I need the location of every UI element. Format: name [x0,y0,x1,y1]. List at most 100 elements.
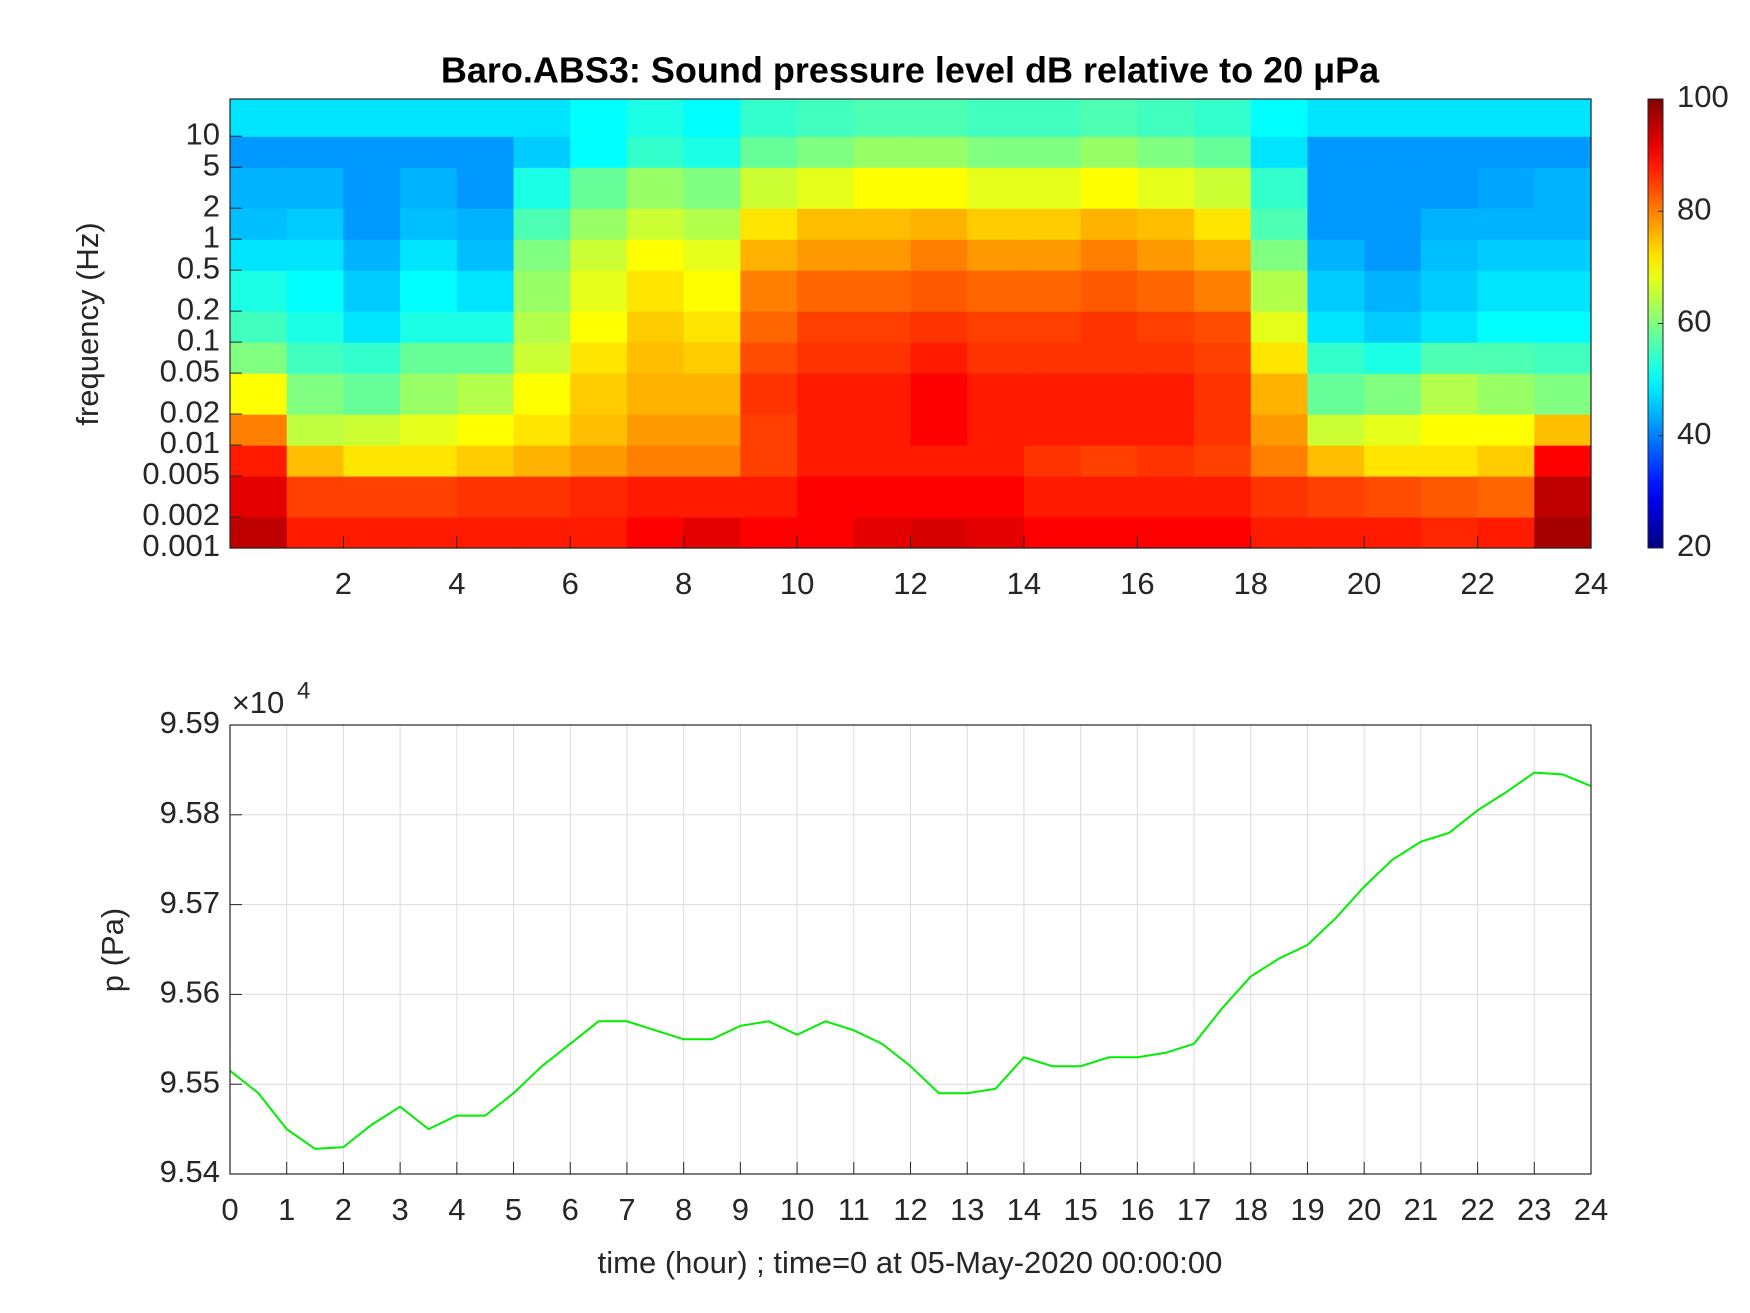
heatmap-cell [1194,476,1252,518]
x-tick-label: 14 [1007,566,1041,601]
heatmap-cell [230,517,288,549]
heatmap-cell [910,445,968,477]
heatmap-cell [1023,239,1082,271]
heatmap-cell [1023,476,1082,518]
heatmap-cell [286,208,345,240]
heatmap-cell [1137,136,1195,168]
heatmap-cell [286,517,345,549]
heatmap-cell [1137,476,1195,518]
heatmap-cell [456,373,515,415]
heatmap-cell [1250,445,1309,477]
heatmap-cell [1080,208,1138,240]
heatmap-cell [853,373,912,415]
heatmap-cell [853,445,912,477]
heatmap-cell [1534,167,1592,209]
x-tick-label: 8 [675,566,692,601]
heatmap-cell [1364,311,1422,343]
x-tick-label: 8 [675,1192,692,1227]
x-tick-label: 3 [392,1192,409,1227]
heatmap-cell [456,208,515,240]
heatmap-cell [740,373,798,415]
heatmap-cell [910,311,968,343]
heatmap-cell [1307,167,1365,209]
heatmap-cell [1364,239,1422,271]
heatmap-cell [1194,270,1252,312]
heatmap-cell [967,311,1025,343]
heatmap-cell [1477,445,1535,477]
heatmap-cell [400,476,458,518]
heatmap-cell [967,136,1025,168]
heatmap-cell [230,445,288,477]
heatmap-cell [513,373,571,415]
heatmap-cell [456,239,515,271]
heatmap-cell [1023,445,1082,477]
heatmap-cell [626,167,685,209]
heatmap-cell [967,208,1025,240]
heatmap-cell [967,414,1025,446]
x-tick-label: 2 [335,566,352,601]
heatmap-cell [1080,517,1138,549]
heatmap-cell [1137,445,1195,477]
x-tick-label: 19 [1290,1192,1324,1227]
heatmap-cell [740,136,798,168]
heatmap-cell [1307,414,1365,446]
heatmap-cell [1080,414,1138,446]
heatmap-cell [967,99,1025,137]
heatmap-cell [967,517,1025,549]
heatmap-cell [1420,342,1479,374]
heatmap-cell [343,311,401,343]
heatmap-cell [1137,311,1195,343]
heatmap-cell [1250,208,1309,240]
heatmap-cell [286,342,345,374]
heatmap-cell [1307,208,1365,240]
heatmap-cell [400,208,458,240]
heatmap-cell [797,99,855,137]
heatmap-cell [456,270,515,312]
heatmap-cell [286,99,345,137]
heatmap-cell [1194,239,1252,271]
x-tick-label: 2 [335,1192,352,1227]
heatmap-cell [1477,239,1535,271]
heatmap-cell [853,167,912,209]
heatmap-cell [967,239,1025,271]
heatmap-cell [1250,136,1309,168]
heatmap-cell [400,342,458,374]
heatmap-cell [740,311,798,343]
heatmap-cell [570,136,628,168]
heatmap-cell [1477,208,1535,240]
heatmap-cell [400,517,458,549]
heatmap-cell [1534,239,1592,271]
heatmap-cell [1023,99,1082,137]
heatmap-cell [1137,342,1195,374]
heatmap-cell [683,167,741,209]
heatmap-cell [1250,342,1309,374]
heatmap-cell [1420,517,1479,549]
heatmap-cell [1420,239,1479,271]
heatmap-cell [400,167,458,209]
y-tick-label: 0.001 [142,528,220,563]
heatmap-cell [910,517,968,549]
heatmap-cell [1080,373,1138,415]
heatmap-cell [1364,517,1422,549]
heatmap-cell [910,476,968,518]
x-tick-label: 18 [1234,566,1268,601]
x-tick-label: 12 [893,1192,927,1227]
y-tick-label: 1 [203,219,220,254]
heatmap-cell [286,373,345,415]
heatmap-cell [797,208,855,240]
heatmap-cell [797,167,855,209]
heatmap-cell [570,476,628,518]
y-multiplier-exponent: 4 [297,677,310,704]
heatmap-cell [1137,208,1195,240]
heatmap-cell [1080,445,1138,477]
heatmap-cell [570,99,628,137]
x-tick-label: 6 [562,566,579,601]
x-tick-label: 13 [950,1192,984,1227]
x-tick-label: 7 [618,1192,635,1227]
heatmap-cell [570,414,628,446]
heatmap-cell [797,445,855,477]
heatmap-cell [910,239,968,271]
heatmap-cell [853,208,912,240]
heatmap-cell [1080,342,1138,374]
heatmap-cell [400,311,458,343]
